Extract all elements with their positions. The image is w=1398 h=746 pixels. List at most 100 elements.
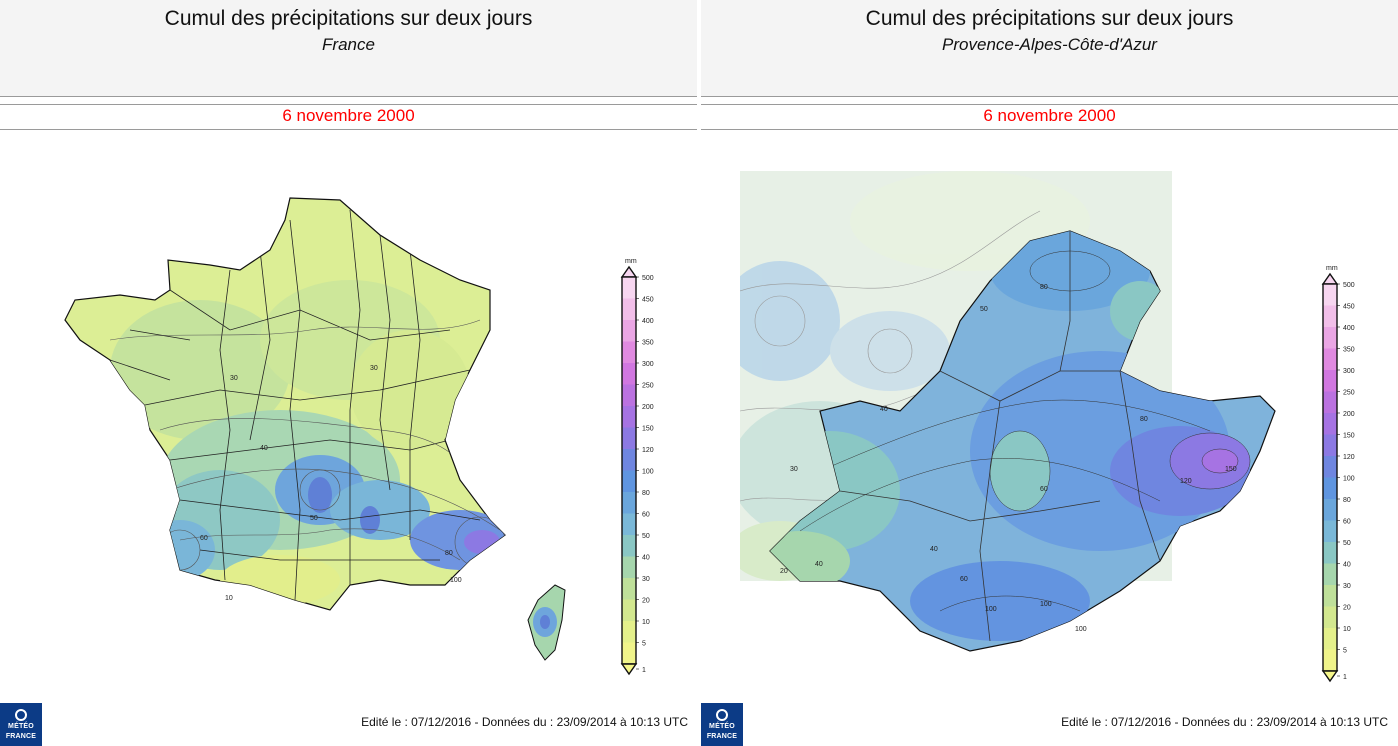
contour-label: 50 [980, 306, 988, 313]
legend-level-label: 450 [642, 297, 654, 304]
france-precipitation-map: 30 30 40 50 60 80 100 10 [64, 197, 566, 661]
legend-swatch [1323, 348, 1337, 370]
legend-swatch [1323, 499, 1337, 521]
header: Cumul des précipitations sur deux jours … [0, 0, 697, 97]
paca-precipitation-map: 30 40 50 60 80 80 100 100 120 150 40 20 … [740, 171, 1276, 652]
contour-label: 30 [370, 365, 378, 372]
contour-label: 10 [225, 595, 233, 602]
divider [0, 104, 697, 105]
contour-label: 100 [985, 606, 997, 613]
legend-swatch [622, 513, 636, 535]
contour-label: 80 [445, 550, 453, 557]
legend-swatch [1323, 585, 1337, 607]
legend-swatch [1323, 477, 1337, 499]
legend-level-label: 60 [642, 512, 650, 519]
legend-level-label: 30 [642, 576, 650, 583]
legend-swatch [622, 427, 636, 449]
department-boundaries [839, 231, 1161, 642]
legend-swatch [1323, 370, 1337, 392]
contour-label: 40 [260, 445, 268, 452]
legend-level-label: 20 [1343, 605, 1351, 612]
legend-swatch [622, 341, 636, 363]
legend-level-label: 150 [642, 426, 654, 433]
region-subtitle: France [322, 35, 375, 54]
legend-level-label: 80 [642, 490, 650, 497]
panel-paca: Cumul des précipitations sur deux jours … [701, 0, 1398, 746]
legend-level-label: 50 [642, 533, 650, 540]
contour-label: 80 [1040, 284, 1048, 291]
meteo-logo-icon [15, 709, 27, 721]
legend-swatch [1323, 563, 1337, 585]
contour-lines [799, 250, 1251, 612]
contour-label: 30 [790, 466, 798, 473]
legend-level-label: 350 [642, 340, 654, 347]
legend-level-label: 40 [642, 555, 650, 562]
legend-level-label: 1 [1343, 674, 1347, 681]
legend-level-label: 250 [642, 383, 654, 390]
divider [701, 129, 1398, 130]
legend-level-label: 500 [1343, 282, 1355, 289]
date-label: 6 novembre 2000 [983, 106, 1116, 125]
legend-level-label: 120 [642, 447, 654, 454]
legend-level-label: 450 [1343, 304, 1355, 311]
contour-label: 80 [1140, 416, 1148, 423]
panel-france: Cumul des précipitations sur deux jours … [0, 0, 697, 746]
legend-level-label: 100 [642, 469, 654, 476]
legend-arrow-bottom [620, 663, 638, 676]
legend-arrow-top [1321, 272, 1339, 285]
contour-label: 120 [1180, 478, 1192, 485]
legend-level-label: 10 [642, 619, 650, 626]
legend-swatch [622, 298, 636, 320]
legend-level-label: 300 [1343, 368, 1355, 375]
edit-info: Edité le : 07/12/2016 - Données du : 23/… [1061, 715, 1388, 729]
legend-swatch [1323, 520, 1337, 542]
legend-swatch [1323, 327, 1337, 349]
legend-swatch [622, 642, 636, 664]
contour-label: 40 [930, 546, 938, 553]
header: Cumul des précipitations sur deux jours … [701, 0, 1398, 97]
contour-label: 60 [1040, 486, 1048, 493]
legend-level-label: 200 [1343, 411, 1355, 418]
legend-swatch [622, 384, 636, 406]
legend-level-label: 80 [1343, 497, 1351, 504]
divider [701, 104, 1398, 105]
legend-swatch [622, 320, 636, 342]
legend-swatch [1323, 434, 1337, 456]
legend-level-label: 120 [1343, 454, 1355, 461]
legend-level-label: 500 [642, 275, 654, 282]
legend-swatch [1323, 628, 1337, 650]
legend-swatch [622, 556, 636, 578]
contour-label: 100 [1075, 626, 1087, 633]
legend-swatch [622, 449, 636, 471]
contour-label: 40 [815, 561, 823, 568]
legend-level-label: 100 [1343, 476, 1355, 483]
meteo-france-logo: MÉTÉO FRANCE [701, 703, 743, 746]
contour-label: 150 [1225, 466, 1237, 473]
legend-swatch [1323, 606, 1337, 628]
legend-level-label: 1 [642, 667, 646, 674]
legend-swatch [1323, 413, 1337, 435]
legend-level-label: 30 [1343, 583, 1351, 590]
legend-level-label: 40 [1343, 562, 1351, 569]
legend-swatch [622, 277, 636, 299]
legend-swatch [1323, 542, 1337, 564]
legend-swatch [622, 621, 636, 643]
legend-level-label: 5 [642, 641, 646, 648]
legend-swatch [1323, 456, 1337, 478]
legend-swatch [622, 363, 636, 385]
legend-swatch [1323, 305, 1337, 327]
contour-label: 40 [880, 406, 888, 413]
legend-swatch [622, 470, 636, 492]
precipitation-zones [110, 280, 505, 605]
legend-swatch [622, 535, 636, 557]
meteo-france-logo: MÉTÉO FRANCE [0, 703, 42, 746]
legend-level-label: 150 [1343, 433, 1355, 440]
contour-label: 50 [310, 515, 318, 522]
map-title: Cumul des précipitations sur deux jours [865, 7, 1234, 30]
legend-level-label: 300 [642, 361, 654, 368]
region-subtitle: Provence-Alpes-Côte-d'Azur [942, 35, 1157, 54]
precipitation-legend: mm 5004504003503002502001501201008060504… [620, 258, 654, 676]
contour-label: 60 [960, 576, 968, 583]
legend-level-label: 20 [642, 598, 650, 605]
divider [0, 129, 697, 130]
